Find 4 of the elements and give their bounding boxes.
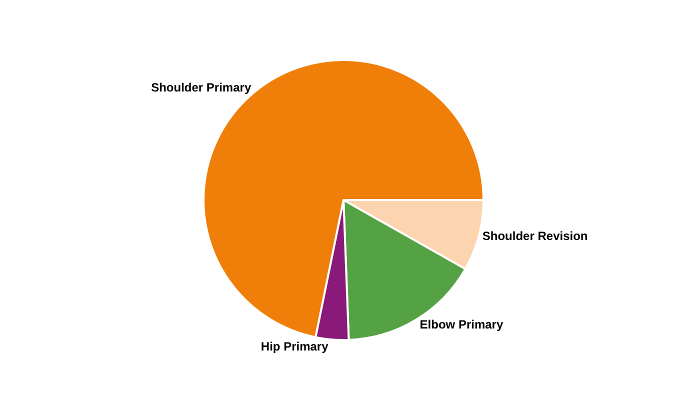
slice-label: Shoulder Primary	[151, 80, 252, 94]
slice-label: Hip Primary	[260, 339, 329, 354]
slice-label: Elbow Primary	[420, 318, 504, 332]
slice-label: Shoulder Revision	[482, 229, 588, 244]
